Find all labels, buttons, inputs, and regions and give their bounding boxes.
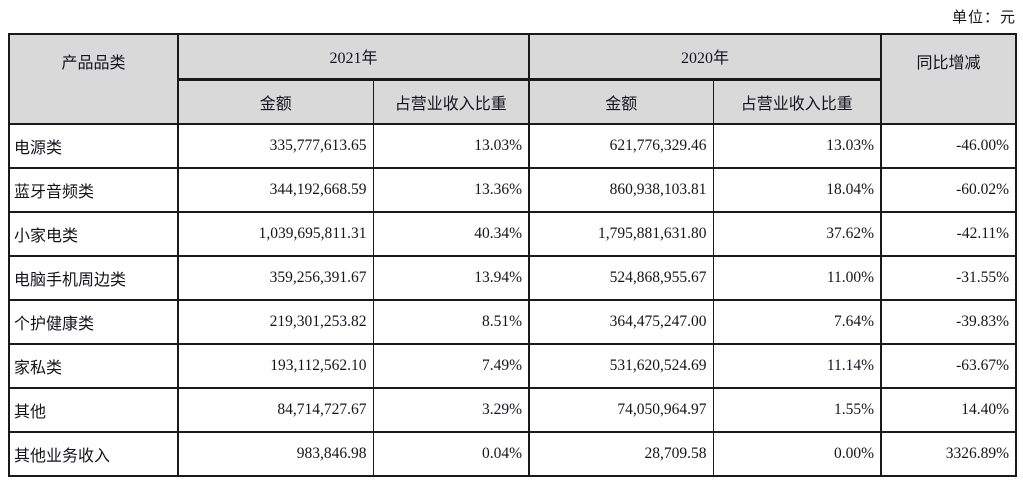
table-row: 个护健康类 219,301,253.82 8.51% 364,475,247.0… <box>8 299 1017 345</box>
table-row: 蓝牙音频类 344,192,668.59 13.36% 860,938,103.… <box>8 167 1017 213</box>
ratio-2021-cell: 7.49% <box>372 343 530 389</box>
amount-2021-header: 金额 <box>177 78 374 125</box>
category-cell: 其他业务收入 <box>8 431 179 477</box>
yoy-cell: -39.83% <box>880 299 1017 345</box>
ratio-2021-cell: 0.04% <box>372 431 530 477</box>
amount-2021-cell: 1,039,695,811.31 <box>177 211 374 257</box>
category-cell: 家私类 <box>8 343 179 389</box>
table-body: 电源类 335,777,613.65 13.03% 621,776,329.46… <box>8 123 1017 477</box>
table-row: 电源类 335,777,613.65 13.03% 621,776,329.46… <box>8 123 1017 169</box>
ratio-2020-cell: 7.64% <box>712 299 882 345</box>
yoy-cell: -31.55% <box>880 255 1017 301</box>
yoy-cell: 3326.89% <box>880 431 1017 477</box>
category-cell: 个护健康类 <box>8 299 179 345</box>
unit-label: 单位：元 <box>951 10 1016 26</box>
category-cell: 小家电类 <box>8 211 179 257</box>
yoy-cell: -60.02% <box>880 167 1017 213</box>
category-cell: 其他 <box>8 387 179 433</box>
amount-2020-cell: 1,795,881,631.80 <box>528 211 714 257</box>
header-row-subcolumns: 金额 占营业收入比重 金额 占营业收入比重 <box>9 78 1016 125</box>
ratio-2020-header: 占营业收入比重 <box>712 78 882 125</box>
yoy-cell: -46.00% <box>880 123 1017 169</box>
category-cell: 蓝牙音频类 <box>8 167 179 213</box>
ratio-2021-cell: 3.29% <box>372 387 530 433</box>
table-row: 电脑手机周边类 359,256,391.67 13.94% 524,868,95… <box>8 255 1017 301</box>
amount-2021-cell: 983,846.98 <box>177 431 374 477</box>
ratio-2020-cell: 0.00% <box>712 431 882 477</box>
table-row: 家私类 193,112,562.10 7.49% 531,620,524.69 … <box>8 343 1017 389</box>
amount-2021-cell: 84,714,727.67 <box>177 387 374 433</box>
amount-2020-cell: 28,709.58 <box>528 431 714 477</box>
ratio-2021-cell: 40.34% <box>372 211 530 257</box>
year-2020-header: 2020年 <box>528 33 882 81</box>
amount-2021-cell: 335,777,613.65 <box>177 123 374 169</box>
product-revenue-table: 产品品类 2021年 2020年 同比增减 金额 占营业收入比重 金额 占营业收… <box>8 33 1018 477</box>
category-header: 产品品类 <box>8 33 179 125</box>
yoy-cell: -42.11% <box>880 211 1017 257</box>
amount-2021-cell: 344,192,668.59 <box>177 167 374 213</box>
ratio-2020-cell: 11.14% <box>712 343 882 389</box>
amount-2020-header: 金额 <box>528 78 714 125</box>
yoy-cell: 14.40% <box>880 387 1017 433</box>
amount-2021-cell: 219,301,253.82 <box>177 299 374 345</box>
category-cell: 电脑手机周边类 <box>8 255 179 301</box>
table-header: 产品品类 2021年 2020年 同比增减 金额 占营业收入比重 金额 占营业收… <box>8 33 1017 125</box>
ratio-2021-header: 占营业收入比重 <box>372 78 530 125</box>
header-row-groups: 产品品类 2021年 2020年 同比增减 <box>8 33 1017 125</box>
ratio-2020-cell: 37.62% <box>712 211 882 257</box>
ratio-2020-cell: 13.03% <box>712 123 882 169</box>
amount-2020-cell: 531,620,524.69 <box>528 343 714 389</box>
table-row: 其他 84,714,727.67 3.29% 74,050,964.97 1.5… <box>8 387 1017 433</box>
amount-2020-cell: 860,938,103.81 <box>528 167 714 213</box>
amount-2020-cell: 74,050,964.97 <box>528 387 714 433</box>
table-row: 其他业务收入 983,846.98 0.04% 28,709.58 0.00% … <box>8 431 1017 477</box>
ratio-2021-cell: 13.36% <box>372 167 530 213</box>
amount-2020-cell: 364,475,247.00 <box>528 299 714 345</box>
year-2021-header: 2021年 <box>176 33 530 81</box>
ratio-2021-cell: 13.94% <box>372 255 530 301</box>
amount-2021-cell: 359,256,391.67 <box>177 255 374 301</box>
ratio-2020-cell: 11.00% <box>712 255 882 301</box>
ratio-2020-cell: 18.04% <box>712 167 882 213</box>
ratio-2020-cell: 1.55% <box>712 387 882 433</box>
ratio-2021-cell: 8.51% <box>372 299 530 345</box>
category-cell: 电源类 <box>8 123 179 169</box>
amount-2020-cell: 524,868,955.67 <box>528 255 714 301</box>
ratio-2021-cell: 13.03% <box>372 123 530 169</box>
amount-2021-cell: 193,112,562.10 <box>177 343 374 389</box>
yoy-cell: -63.67% <box>880 343 1017 389</box>
table-row: 小家电类 1,039,695,811.31 40.34% 1,795,881,6… <box>8 211 1017 257</box>
yoy-header: 同比增减 <box>880 33 1017 125</box>
amount-2020-cell: 621,776,329.46 <box>528 123 714 169</box>
